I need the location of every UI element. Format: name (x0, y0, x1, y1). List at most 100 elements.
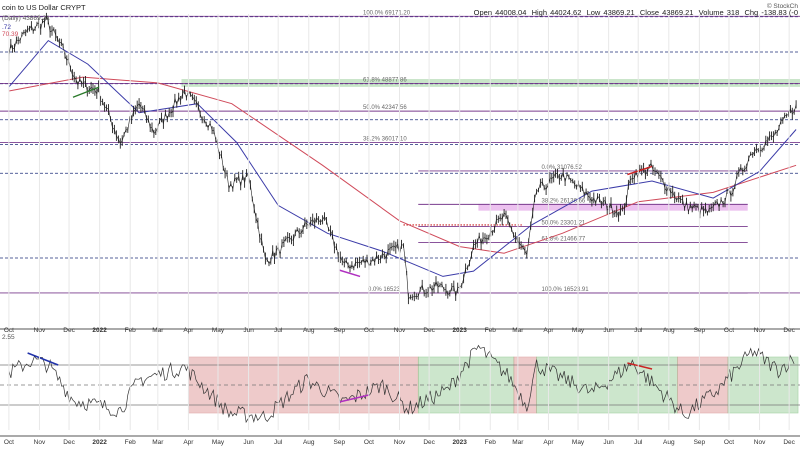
x-tick-label: Oct (4, 327, 14, 334)
x-tick-label: Sep (694, 439, 706, 446)
fib-label-2023: 50.0% 23301.21 (542, 221, 586, 227)
x-tick-label: Aug (303, 439, 315, 446)
fib-label: 50.0% 42347.56 (363, 105, 407, 111)
rsi-panel (0, 344, 800, 437)
price-tag: (Daily) 43869.21 (2, 15, 50, 22)
fib-label: 0.0% 16523 (368, 287, 401, 293)
fib-label: 61.8% 48877.86 (363, 77, 407, 83)
trendline-green (72, 86, 100, 98)
x-tick-label: Jul (274, 439, 283, 446)
fib-label-2023: 100.0% 16523.91 (542, 287, 590, 293)
x-tick-label: Nov (34, 439, 46, 446)
ohlc-readout: Open 44008.04 High 44024.62 Low 43869.21… (473, 8, 798, 17)
low-value: 43869.21 (603, 8, 635, 17)
fib-label-2023: 0.0% 31076.52 (542, 165, 583, 171)
x-tick-label: Oct (724, 439, 734, 446)
volume-value: 318 (726, 8, 740, 17)
price-bars (8, 12, 797, 305)
rsi-label: 2.55 (2, 334, 15, 341)
x-tick-label: Dec (783, 439, 795, 446)
x-tick-label: Apr (543, 327, 554, 334)
x-tick-label: Sep (694, 327, 706, 334)
x-tick-label: Oct (364, 327, 374, 334)
price-zone-purple (478, 203, 748, 211)
x-tick-label: Feb (125, 439, 137, 446)
x-tick-label: May (572, 327, 585, 334)
fib-label: 100.0% 69171.20 (363, 10, 411, 16)
fib-label-2023: 38.2% 26136.66 (542, 198, 586, 204)
x-tick-label: Sep (334, 327, 346, 334)
price-line (8, 15, 797, 300)
x-tick-label: Feb (125, 327, 137, 334)
rsi-divergence-purple (339, 394, 370, 403)
ma-long-line (8, 76, 797, 254)
x-tick-label: Aug (663, 439, 675, 446)
x-tick-label: Aug (663, 327, 675, 334)
ma-short-value: .72 (2, 24, 12, 31)
x-tick-label: May (212, 327, 225, 334)
x-tick-label: Apr (183, 327, 194, 334)
x-tick-label: 2023 (452, 327, 467, 334)
x-tick-label: Feb (485, 327, 497, 334)
x-tick-label: Nov (394, 439, 406, 446)
rsi-line (8, 344, 795, 424)
x-tick-label: May (572, 439, 585, 446)
high-value: 44024.62 (550, 8, 582, 17)
x-tick-label: Apr (183, 439, 194, 446)
volume-label: Volume (698, 8, 724, 17)
x-tick-label: Jul (634, 439, 643, 446)
x-tick-label: Jun (603, 439, 614, 446)
x-tick-label: 2022 (92, 327, 107, 334)
x-tick-label: Jun (243, 439, 254, 446)
x-tick-label: Jun (603, 327, 614, 334)
rsi-divergence-blue (27, 352, 59, 366)
x-tick-label: Oct (4, 439, 14, 446)
chg-label: Chg (744, 8, 759, 17)
rsi-zone-green (536, 356, 678, 414)
x-tick-label: Sep (334, 439, 346, 446)
chg-value: -138.83 (-0 (761, 8, 798, 17)
x-tick-label: Mar (512, 439, 524, 446)
trendline-purple (339, 269, 361, 278)
close-value: 43869.21 (662, 8, 694, 17)
x-tick-label: Mar (512, 327, 524, 334)
x-tick-label: Dec (423, 327, 435, 334)
x-tick-label: Dec (783, 327, 795, 334)
x-tick-label: Dec (63, 327, 75, 334)
chart-header: coin to US Dollar CRYPT Open 44008.04 Hi… (0, 0, 800, 17)
x-tick-label: Aug (303, 327, 315, 334)
x-tick-label: Apr (543, 439, 554, 446)
x-tick-label: Jun (243, 327, 254, 334)
rsi-divergence-red (627, 362, 653, 370)
x-tick-label: Dec (423, 439, 435, 446)
x-tick-label: Nov (754, 327, 766, 334)
x-tick-label: 2022 (92, 439, 107, 446)
ma-short-line (8, 39, 797, 277)
x-tick-label: Dec (63, 439, 75, 446)
open-value: 44008.04 (495, 8, 527, 17)
x-axis: Oct Oct Nov Nov Dec Dec 2022 2022 Feb Feb Mar Mar Ap… (4, 14, 796, 446)
fib-label-2023: 61.8% 21466.77 (542, 236, 586, 242)
x-tick-label: Jul (274, 327, 283, 334)
x-tick-label: Mar (152, 439, 164, 446)
high-label: High (531, 8, 547, 17)
x-tick-label: Nov (34, 327, 46, 334)
x-tick-label: 2023 (452, 439, 467, 446)
ma-long-value: 70.39 (2, 31, 19, 38)
x-tick-label: Feb (485, 439, 497, 446)
symbol-title: coin to US Dollar CRYPT (2, 3, 86, 12)
x-tick-label: Oct (364, 439, 374, 446)
x-tick-label: Nov (754, 439, 766, 446)
x-tick-label: Nov (394, 327, 406, 334)
trendline-red (627, 165, 653, 176)
x-tick-label: Oct (724, 327, 734, 334)
x-tick-label: May (212, 439, 225, 446)
open-label: Open (473, 8, 492, 17)
low-label: Low (586, 8, 601, 17)
x-tick-label: Jul (634, 327, 643, 334)
watermark: © StockCh (766, 3, 798, 10)
fib-label: 38.2% 36017.10 (363, 136, 407, 142)
x-tick-label: Mar (152, 327, 164, 334)
close-label: Close (639, 8, 660, 17)
